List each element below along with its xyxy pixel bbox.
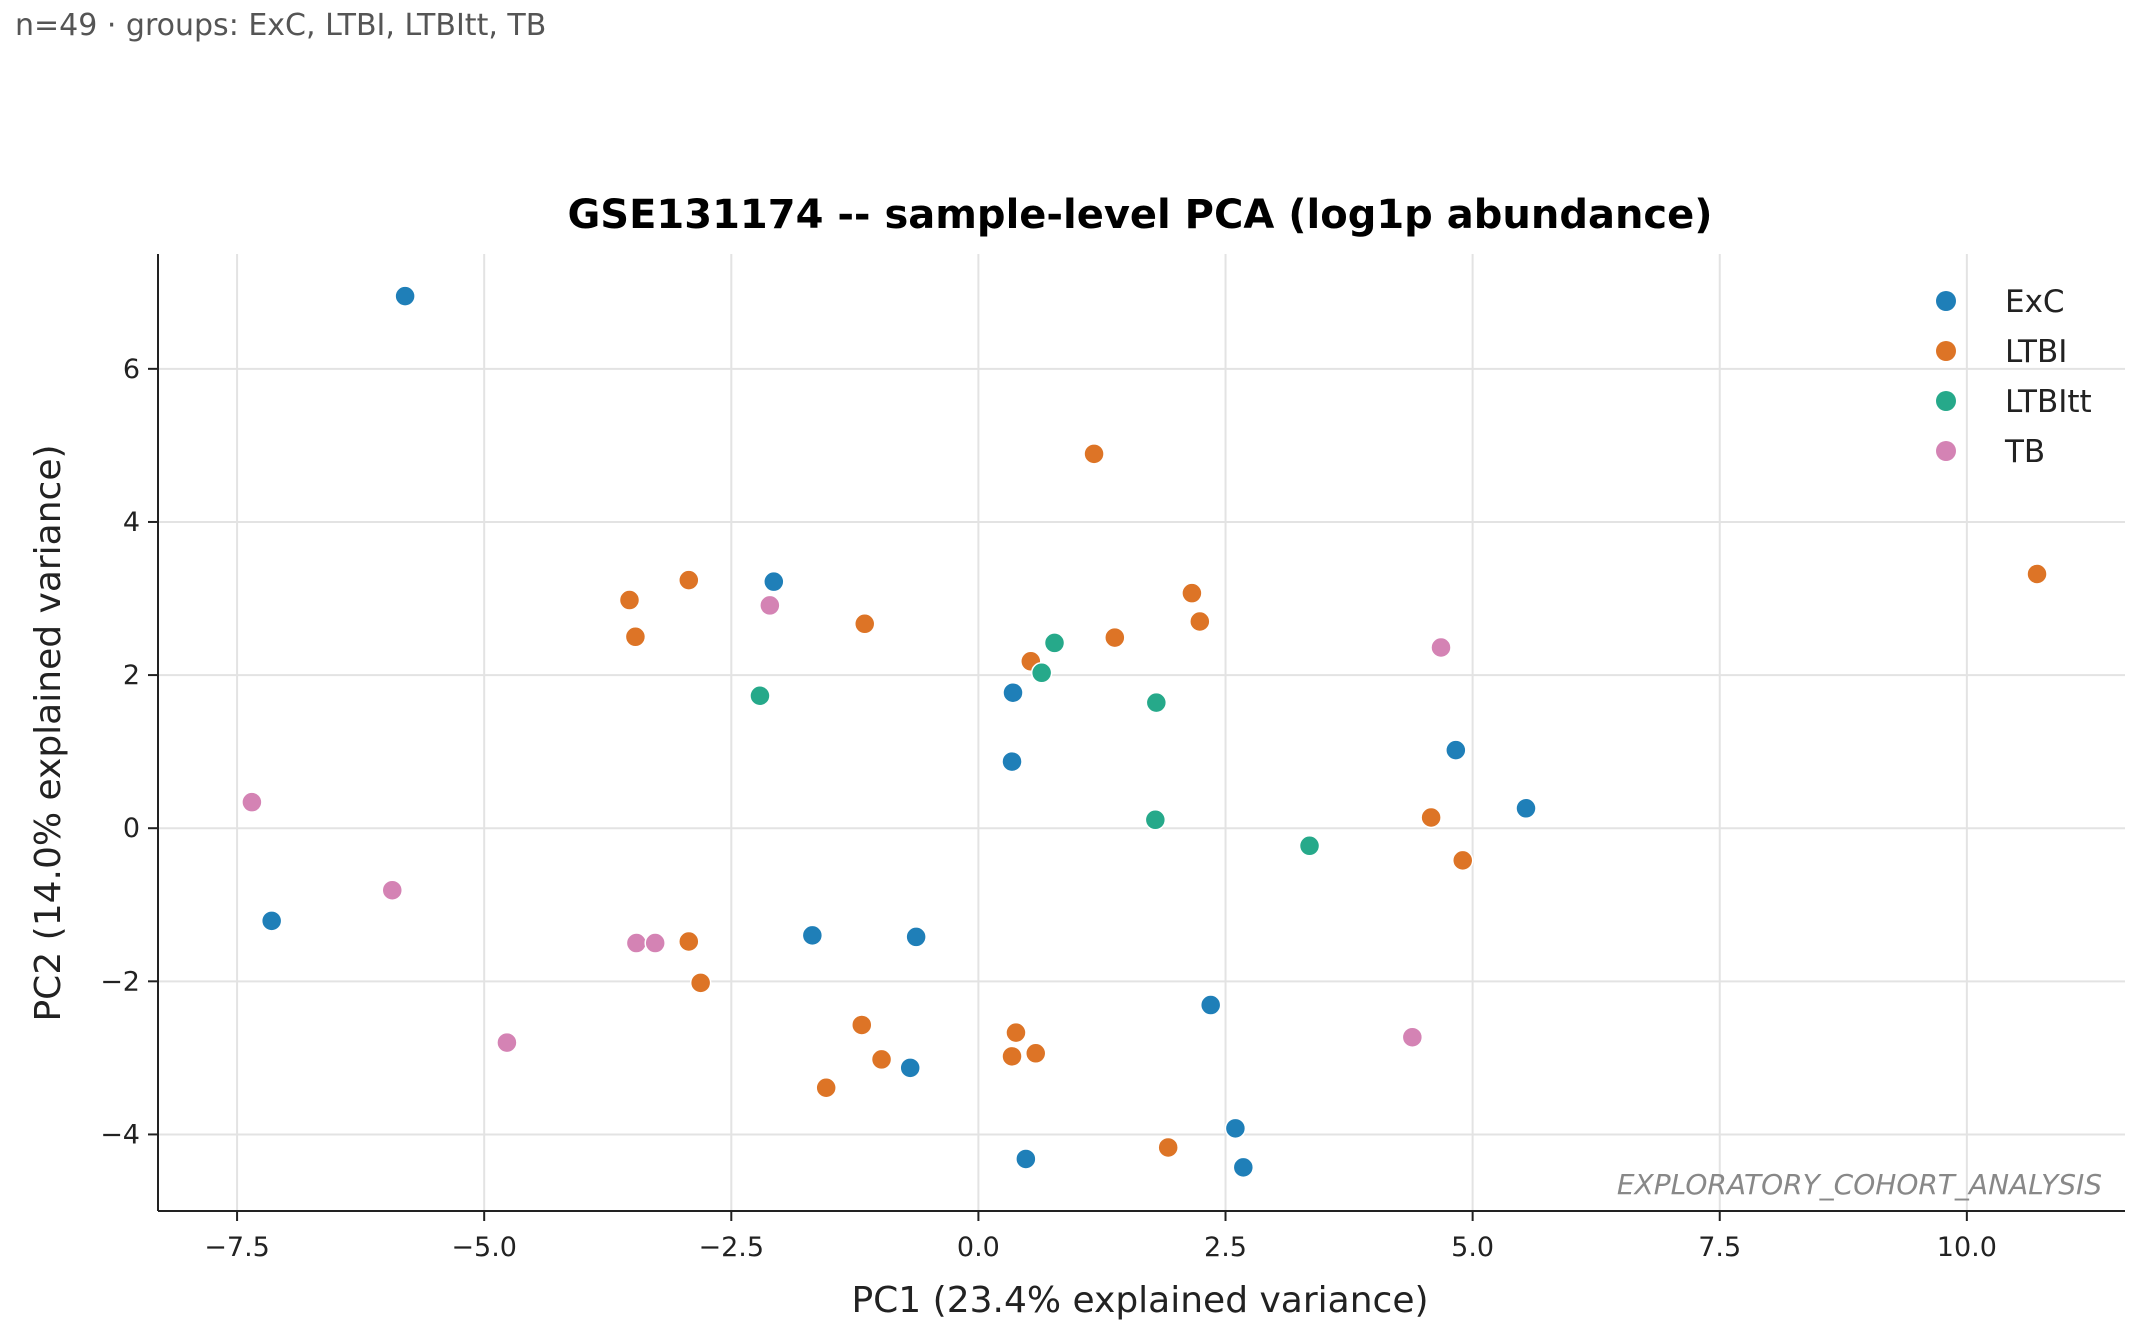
legend-label: LTBI bbox=[2005, 334, 2067, 370]
data-point bbox=[851, 1014, 873, 1036]
data-point bbox=[905, 926, 927, 948]
data-point bbox=[1145, 691, 1168, 714]
data-point bbox=[1199, 994, 1222, 1016]
data-point bbox=[241, 791, 263, 813]
data-points bbox=[241, 285, 2048, 1179]
y-tick-label: 6 bbox=[123, 354, 140, 385]
data-point bbox=[1024, 1042, 1047, 1065]
x-tick-label: 0.0 bbox=[957, 1232, 1000, 1263]
y-tick-label: −2 bbox=[100, 966, 140, 997]
y-axis-label: PC2 (14.0% explained variance) bbox=[28, 444, 69, 1021]
x-tick-label: 10.0 bbox=[1937, 1232, 1997, 1263]
series-ltbi bbox=[618, 443, 2048, 1159]
data-point bbox=[815, 1076, 837, 1099]
legend-label: TB bbox=[2004, 434, 2045, 470]
series-exc bbox=[260, 285, 1537, 1179]
data-point bbox=[1401, 1026, 1424, 1048]
data-point bbox=[1224, 1117, 1247, 1140]
legend-item: LTBI bbox=[1936, 334, 2067, 370]
data-point bbox=[899, 1057, 921, 1079]
legend-label: ExC bbox=[2005, 284, 2065, 320]
data-point bbox=[260, 910, 283, 932]
data-point bbox=[618, 589, 641, 611]
data-point bbox=[678, 930, 700, 953]
data-point bbox=[1451, 849, 1474, 872]
x-axis-label: PC1 (23.4% explained variance) bbox=[851, 1280, 1428, 1321]
y-ticks: −4 −2 0 2 4 6 bbox=[100, 354, 158, 1150]
data-point bbox=[1030, 662, 1053, 684]
legend-item: ExC bbox=[1936, 284, 2065, 320]
data-point bbox=[1002, 681, 1024, 704]
data-point bbox=[644, 932, 666, 954]
data-point bbox=[394, 285, 416, 307]
data-point bbox=[1001, 1045, 1023, 1068]
data-point bbox=[1005, 1021, 1027, 1044]
data-point bbox=[689, 972, 712, 994]
data-point bbox=[1515, 797, 1537, 820]
data-point bbox=[1015, 1148, 1037, 1170]
legend-marker bbox=[1936, 341, 1956, 361]
data-point bbox=[1445, 739, 1467, 761]
data-point bbox=[625, 932, 648, 954]
data-point bbox=[1298, 835, 1321, 857]
legend-label: LTBItt bbox=[2005, 384, 2092, 420]
x-tick-label: −5.0 bbox=[451, 1232, 517, 1263]
data-point bbox=[853, 613, 876, 635]
chart-subtitle: n=49 · groups: ExC, LTBI, LTBItt, TB bbox=[15, 8, 547, 43]
data-point bbox=[1144, 809, 1167, 831]
data-point bbox=[759, 594, 781, 617]
x-tick-label: −2.5 bbox=[699, 1232, 765, 1263]
data-point bbox=[1104, 626, 1126, 649]
x-tick-label: 7.5 bbox=[1698, 1232, 1741, 1263]
series-ltbitt bbox=[749, 632, 1321, 857]
data-point bbox=[1083, 443, 1105, 465]
data-point bbox=[2026, 563, 2048, 585]
data-point bbox=[1232, 1156, 1255, 1179]
x-tick-label: 5.0 bbox=[1451, 1232, 1494, 1263]
legend: ExC LTBI LTBItt TB bbox=[1936, 284, 2092, 470]
series-tb bbox=[241, 594, 1452, 1054]
x-tick-label: −7.5 bbox=[204, 1232, 270, 1263]
y-tick-label: 4 bbox=[123, 507, 140, 538]
data-point bbox=[678, 569, 700, 591]
data-point bbox=[624, 626, 647, 648]
x-tick-label: 2.5 bbox=[1204, 1232, 1247, 1263]
data-point bbox=[1430, 636, 1452, 659]
data-point bbox=[870, 1048, 893, 1071]
x-ticks: −7.5 −5.0 −2.5 0.0 2.5 5.0 7.5 10.0 bbox=[204, 1211, 1997, 1263]
y-tick-label: 0 bbox=[123, 813, 140, 844]
data-point bbox=[1001, 750, 1023, 773]
legend-marker bbox=[1936, 391, 1956, 411]
data-point bbox=[496, 1031, 518, 1054]
data-point bbox=[1181, 582, 1203, 604]
data-point bbox=[1157, 1136, 1179, 1159]
legend-marker bbox=[1936, 291, 1956, 311]
legend-marker bbox=[1936, 441, 1956, 461]
data-point bbox=[1043, 632, 1066, 654]
watermark: EXPLORATORY_COHORT_ANALYSIS bbox=[1617, 1168, 2102, 1201]
legend-item: LTBItt bbox=[1936, 384, 2092, 420]
data-point bbox=[749, 685, 771, 707]
data-point bbox=[801, 924, 824, 947]
y-tick-label: 2 bbox=[123, 660, 140, 691]
data-point bbox=[763, 570, 785, 593]
data-point bbox=[1189, 610, 1211, 633]
grid-lines bbox=[158, 254, 2125, 1211]
y-tick-label: −4 bbox=[100, 1119, 140, 1150]
data-point bbox=[1420, 806, 1442, 829]
data-point bbox=[381, 879, 404, 901]
legend-item: TB bbox=[1936, 434, 2045, 470]
chart-title: GSE131174 -- sample-level PCA (log1p abu… bbox=[567, 192, 1712, 238]
axes bbox=[157, 254, 2125, 1212]
